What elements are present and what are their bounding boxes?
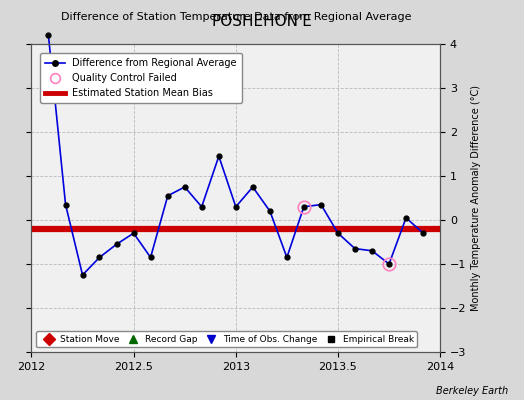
Text: Berkeley Earth: Berkeley Earth — [436, 386, 508, 396]
Difference from Regional Average — [403, 215, 409, 220]
Difference from Regional Average — [386, 262, 392, 266]
Difference from Regional Average — [114, 242, 120, 246]
Line: Quality Control Failed: Quality Control Failed — [298, 200, 395, 270]
Difference from Regional Average — [130, 231, 137, 236]
Difference from Regional Average — [420, 231, 427, 236]
Difference from Regional Average — [96, 255, 103, 260]
Legend: Station Move, Record Gap, Time of Obs. Change, Empirical Break: Station Move, Record Gap, Time of Obs. C… — [36, 331, 417, 348]
Y-axis label: Monthly Temperature Anomaly Difference (°C): Monthly Temperature Anomaly Difference (… — [471, 85, 481, 311]
Difference from Regional Average — [284, 255, 290, 260]
Difference from Regional Average — [318, 202, 324, 207]
Title: Difference of Station Temperature Data from Regional Average: Difference of Station Temperature Data f… — [61, 12, 411, 22]
Difference from Regional Average — [165, 194, 171, 198]
Line: Difference from Regional Average: Difference from Regional Average — [46, 33, 425, 278]
Difference from Regional Average — [182, 185, 188, 190]
Difference from Regional Average — [335, 231, 341, 236]
Difference from Regional Average — [80, 273, 86, 278]
Difference from Regional Average — [249, 185, 256, 190]
Difference from Regional Average — [62, 202, 69, 207]
Quality Control Failed — [386, 262, 392, 266]
Difference from Regional Average — [147, 255, 154, 260]
Difference from Regional Average — [369, 248, 375, 253]
Difference from Regional Average — [45, 33, 51, 38]
Text: POSHEHON'E: POSHEHON'E — [212, 14, 312, 29]
Difference from Regional Average — [233, 204, 239, 209]
Quality Control Failed — [301, 204, 307, 209]
Difference from Regional Average — [199, 204, 205, 209]
Difference from Regional Average — [352, 246, 358, 251]
Difference from Regional Average — [267, 209, 273, 214]
Difference from Regional Average — [216, 154, 222, 158]
Difference from Regional Average — [301, 204, 307, 209]
